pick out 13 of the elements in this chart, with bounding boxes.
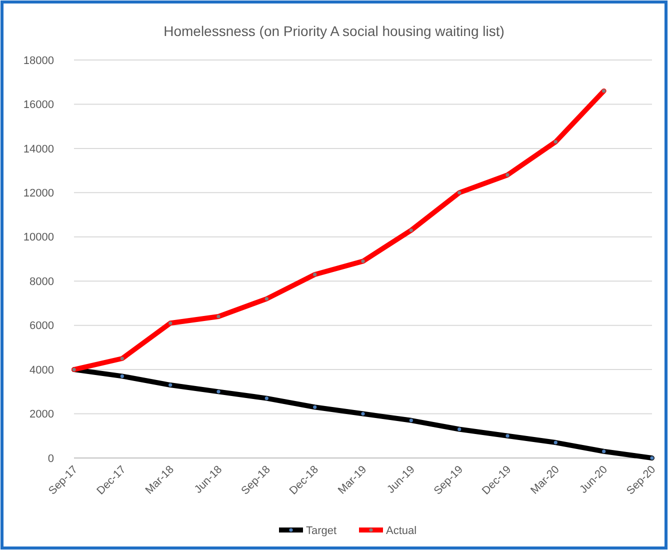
chart-title: Homelessness (on Priority A social housing waiting list) [164,23,504,39]
y-tick-label: 10000 [23,232,54,244]
y-tick-label: 16000 [23,99,54,112]
y-tick-label: 18000 [23,54,54,67]
y-tick-label: 4000 [30,364,54,376]
legend-label: Actual [386,524,417,537]
legend-label: Target [306,524,337,537]
y-tick-label: 2000 [30,408,54,421]
y-tick-label: 6000 [30,320,54,332]
y-tick-label: 14000 [23,143,54,156]
y-tick-label: 0 [48,452,54,465]
y-tick-label: 8000 [30,276,54,288]
y-tick-label: 12000 [23,188,54,200]
